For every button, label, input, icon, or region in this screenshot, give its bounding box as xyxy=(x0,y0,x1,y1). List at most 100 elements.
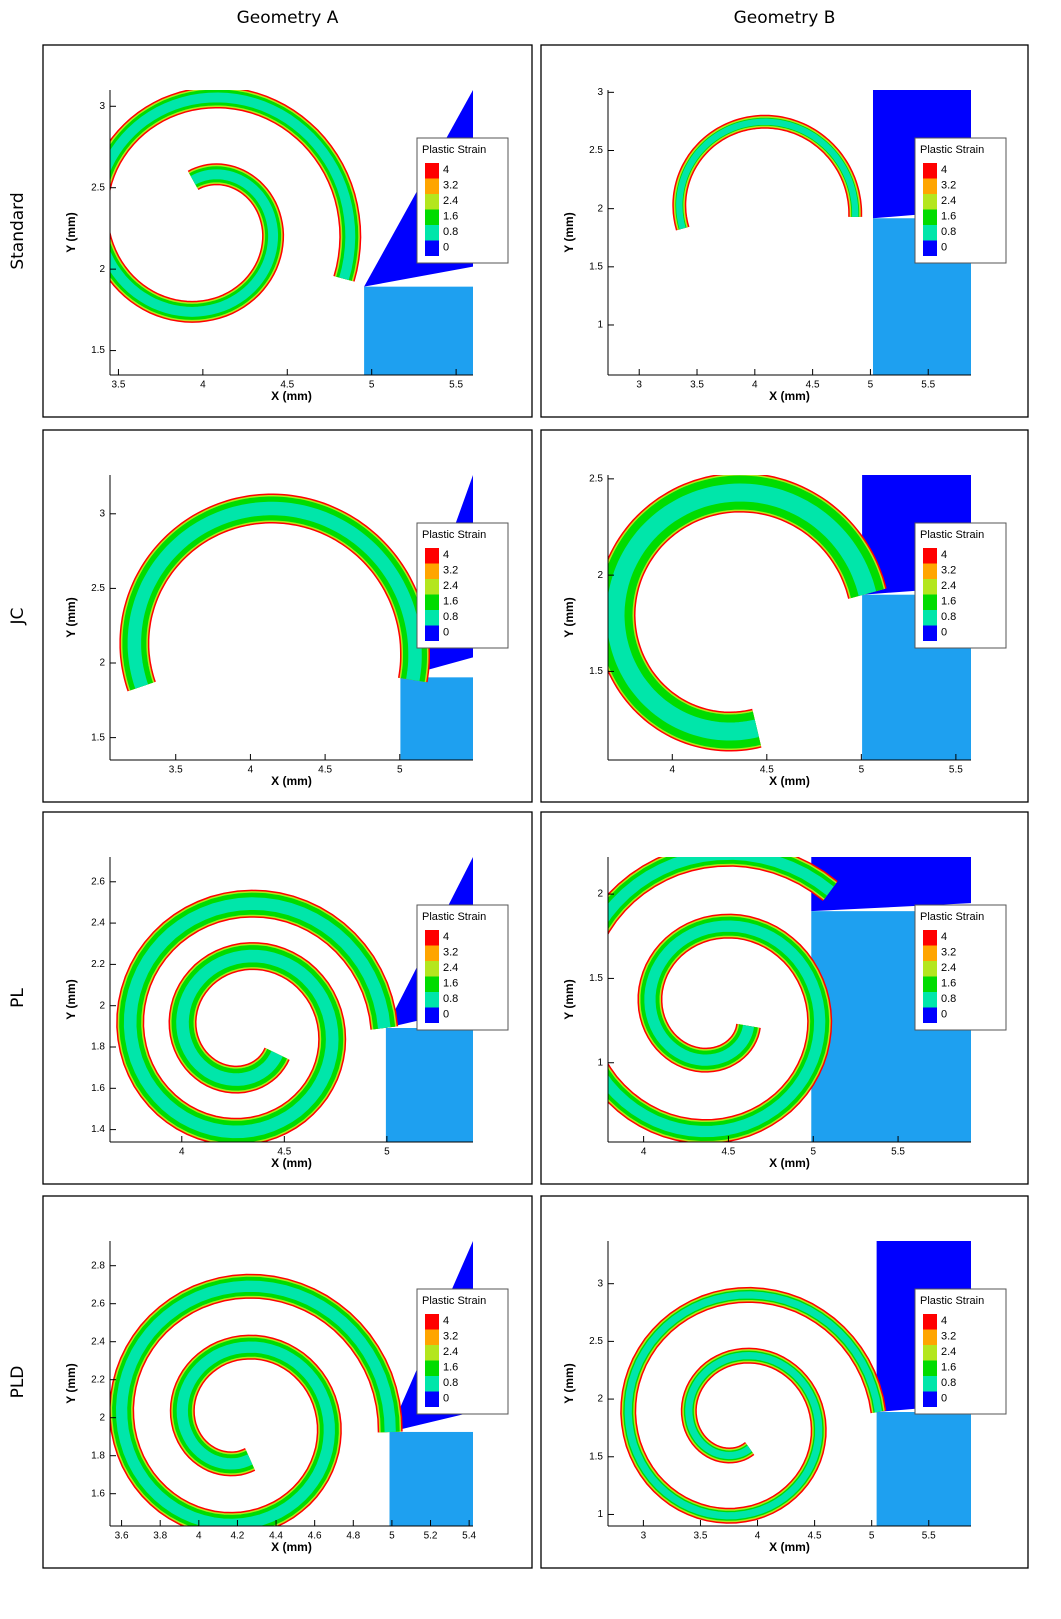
row-label: PL xyxy=(8,988,28,1008)
y-tick-label: 2.6 xyxy=(91,1298,105,1309)
x-tick-label: 4 xyxy=(196,1531,202,1542)
legend-label: 0 xyxy=(941,626,947,638)
y-tick-label: 1 xyxy=(597,320,603,331)
legend: Plastic Strain 4 3.2 2.4 1.6 0.8 0 xyxy=(416,137,509,264)
legend-label: 3.2 xyxy=(443,1330,458,1342)
legend-swatch xyxy=(425,930,439,946)
legend-label: 3.2 xyxy=(941,564,956,576)
x-axis-label: X (mm) xyxy=(769,774,810,788)
chip xyxy=(608,857,834,1138)
x-tick-label: 4.5 xyxy=(721,1147,735,1158)
chip xyxy=(608,483,877,741)
x-tick-label: 4.6 xyxy=(308,1531,322,1542)
legend-label: 3.2 xyxy=(443,946,458,958)
legend: Plastic Strain 4 3.2 2.4 1.6 0.8 0 xyxy=(914,137,1007,264)
legend-label: 0.8 xyxy=(941,1377,956,1389)
legend: Plastic Strain 4 3.2 2.4 1.6 0.8 0 xyxy=(914,904,1007,1031)
legend-swatch xyxy=(923,209,937,225)
legend-swatch xyxy=(923,610,937,626)
legend-swatch xyxy=(425,610,439,626)
legend: Plastic Strain 4 3.2 2.4 1.6 0.8 0 xyxy=(914,1288,1007,1415)
legend-label: 1.6 xyxy=(941,210,956,222)
x-tick-label: 4 xyxy=(641,1147,647,1158)
y-tick-label: 2 xyxy=(99,264,105,275)
legend-swatch xyxy=(923,1391,937,1407)
y-tick-label: 2.2 xyxy=(91,959,105,970)
chip xyxy=(676,118,859,230)
panel: 3 3.5 4 4.5 5 5.5 1 1.5 2 2.5 3 X (mm) Y (mm) Plastic… xyxy=(540,44,1029,418)
legend-swatch xyxy=(923,976,937,992)
x-tick-label: 5.5 xyxy=(891,1147,905,1158)
x-tick-label: 5.5 xyxy=(921,380,935,391)
x-tick-label: 4 xyxy=(200,380,206,391)
y-tick-label: 2.2 xyxy=(91,1374,105,1385)
y-tick-label: 1.5 xyxy=(91,345,105,356)
panel-frame xyxy=(42,44,533,418)
legend-label: 3.2 xyxy=(941,1330,956,1342)
panel-frame xyxy=(42,429,533,803)
legend-swatch xyxy=(923,194,937,210)
legend-title: Plastic Strain xyxy=(920,529,984,541)
x-tick-label: 5 xyxy=(397,765,403,776)
legend: Plastic Strain 4 3.2 2.4 1.6 0.8 0 xyxy=(914,522,1007,649)
row-label: PLD xyxy=(8,1366,28,1399)
y-axis-label: Y (mm) xyxy=(64,212,78,252)
legend-title: Plastic Strain xyxy=(422,144,486,156)
legend-swatch xyxy=(425,594,439,610)
legend-label: 4 xyxy=(941,1315,947,1327)
legend-swatch xyxy=(425,163,439,179)
chip xyxy=(673,116,861,231)
legend-label: 1.6 xyxy=(443,977,458,989)
x-axis-label: X (mm) xyxy=(271,774,312,788)
y-tick-label: 1.5 xyxy=(589,1451,603,1462)
legend-swatch xyxy=(425,579,439,595)
panel: 3.6 3.8 4 4.2 4.4 4.6 4.8 5 5.2 5.4 1.6 1.8 2 2.2 2.4 2… xyxy=(42,1195,533,1569)
x-tick-label: 4 xyxy=(248,765,254,776)
legend: Plastic Strain 4 3.2 2.4 1.6 0.8 0 xyxy=(416,904,509,1031)
legend-label: 0 xyxy=(443,1008,449,1020)
legend-swatch xyxy=(923,1360,937,1376)
x-tick-label: 4.2 xyxy=(230,1531,244,1542)
legend-label: 2.4 xyxy=(443,580,458,592)
legend-swatch xyxy=(425,1376,439,1392)
legend-label: 4 xyxy=(443,549,449,561)
x-tick-label: 5.5 xyxy=(922,1531,936,1542)
chip xyxy=(123,897,391,1139)
x-tick-label: 3.5 xyxy=(169,765,183,776)
y-tick-label: 2.5 xyxy=(589,1336,603,1347)
legend-swatch xyxy=(425,225,439,241)
y-tick-label: 3 xyxy=(99,101,105,112)
x-tick-label: 3.5 xyxy=(694,1531,708,1542)
panel-frame xyxy=(42,811,533,1185)
legend-swatch xyxy=(923,961,937,977)
legend-swatch xyxy=(923,1314,937,1330)
x-tick-label: 3 xyxy=(641,1531,647,1542)
legend-label: 0 xyxy=(941,1008,947,1020)
legend-label: 2.4 xyxy=(941,580,956,592)
y-axis-label: Y (mm) xyxy=(562,979,576,1019)
legend-title: Plastic Strain xyxy=(920,144,984,156)
y-tick-label: 2.5 xyxy=(91,182,105,193)
y-tick-label: 2 xyxy=(99,1000,105,1011)
y-tick-label: 1.6 xyxy=(91,1083,105,1094)
panel: 3.5 4 4.5 5 5.5 1.5 2 2.5 3 X (mm) Y (mm) Plastic S… xyxy=(42,44,533,418)
legend-title: Plastic Strain xyxy=(422,911,486,923)
x-tick-label: 4.5 xyxy=(806,380,820,391)
legend-swatch xyxy=(425,240,439,256)
legend-swatch xyxy=(425,178,439,194)
x-tick-label: 4 xyxy=(179,1147,185,1158)
x-tick-label: 4.5 xyxy=(760,765,774,776)
legend-label: 1.6 xyxy=(443,210,458,222)
x-tick-label: 4.5 xyxy=(280,380,294,391)
legend-title: Plastic Strain xyxy=(920,1295,984,1307)
legend-swatch xyxy=(425,209,439,225)
x-axis-label: X (mm) xyxy=(769,1156,810,1170)
legend-label: 4 xyxy=(443,931,449,943)
legend: Plastic Strain 4 3.2 2.4 1.6 0.8 0 xyxy=(416,522,509,649)
legend-swatch xyxy=(923,1329,937,1345)
legend-swatch xyxy=(425,992,439,1008)
legend-label: 2.4 xyxy=(941,1346,956,1358)
x-tick-label: 4 xyxy=(752,380,758,391)
legend-swatch xyxy=(923,548,937,564)
